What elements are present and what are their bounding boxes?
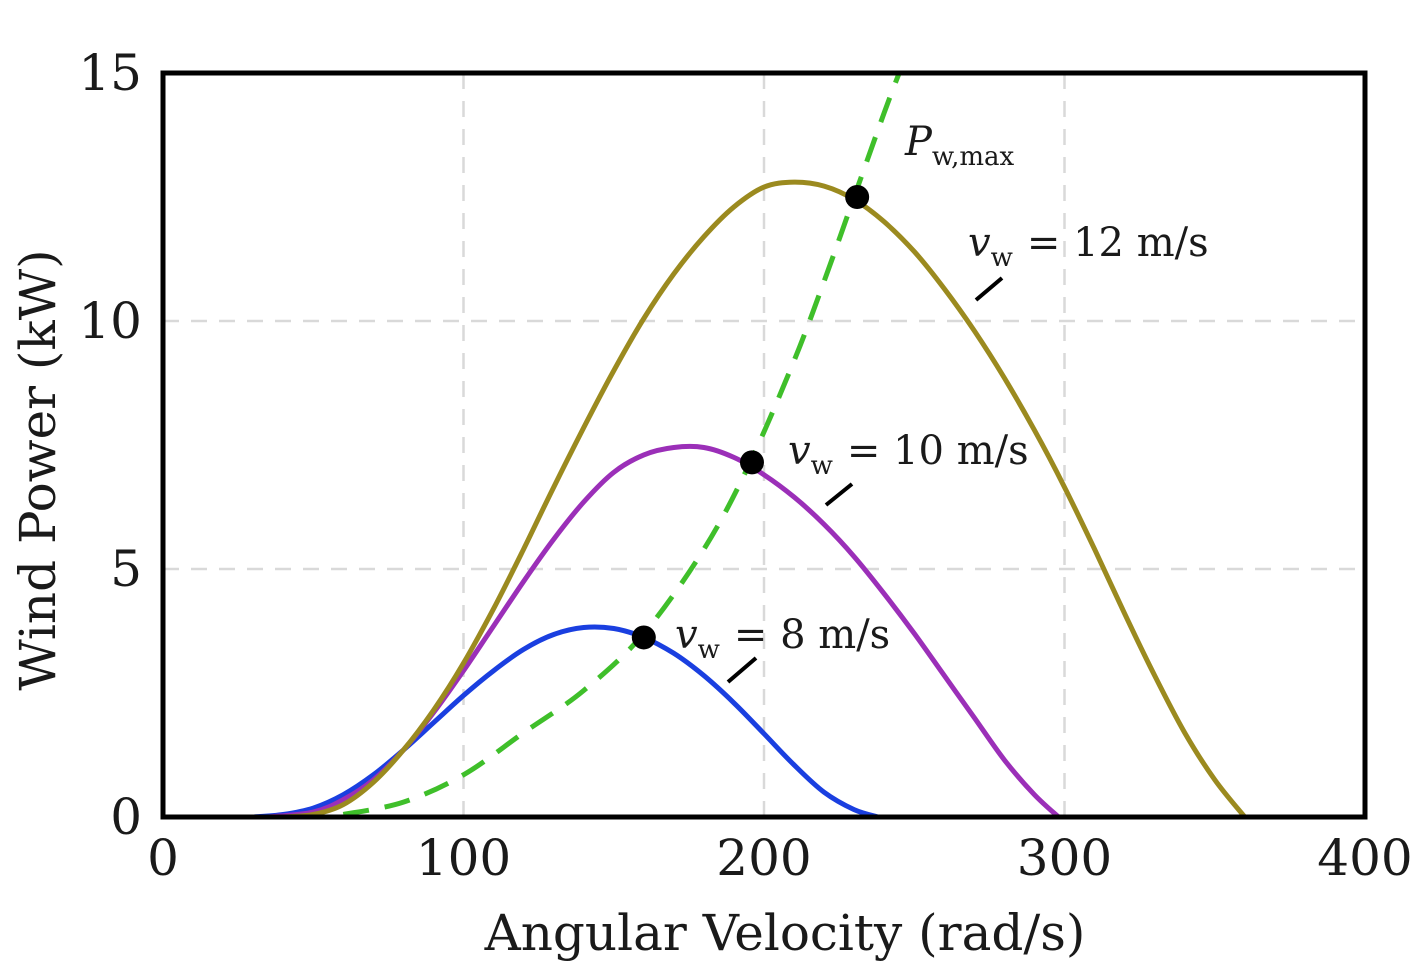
x-tick-label: 200 [716,829,811,887]
x-tick-label: 0 [147,829,179,887]
label-subscript: w [698,635,720,665]
intersection-marker [845,185,870,209]
label-value: = 12 m/s [1027,220,1209,266]
label-pwmax: Pw,max [904,119,1015,172]
label-leaders [726,276,1004,684]
label-subscript: w [811,451,833,481]
x-axis-label: Angular Velocity (rad/s) [484,904,1086,962]
intersection-markers [631,185,870,650]
x-tick-labels: 0 100 200 300 400 [147,829,1413,887]
series-annotations: vw = 8 m/svw = 10 m/svw = 12 m/sPw,max [675,119,1209,665]
label-leader-line [974,276,1004,302]
series-8ms-line [252,624,879,820]
intersection-marker [739,450,764,475]
label-value: = 10 m/s [847,428,1029,474]
label-variable: P [904,119,933,165]
label-variable: v [675,612,698,658]
label-variable: v [968,220,991,266]
x-tick-label: 100 [416,829,511,887]
label-10ms: vw = 10 m/s [788,428,1029,481]
label-leader-line [824,482,854,507]
label-leader-line [726,656,758,684]
label-12ms: vw = 12 m/s [968,220,1209,273]
y-tick-label: 10 [78,292,142,350]
y-tick-labels: 0 5 10 15 [78,44,142,846]
intersection-marker [631,625,656,650]
y-axis-label: Wind Power (kW) [9,249,67,690]
label-variable: v [788,428,811,474]
label-value: = 8 m/s [734,612,890,658]
label-subscript: w [991,243,1013,273]
x-tick-label: 300 [1017,829,1112,887]
x-tick-label: 400 [1317,829,1412,887]
label-8ms: vw = 8 m/s [675,612,890,665]
series-lines [252,72,1247,820]
series-12ms-line [283,179,1247,820]
y-tick-label: 5 [110,540,142,598]
y-tick-label: 0 [110,788,142,846]
y-tick-label: 15 [78,44,142,102]
label-subscript: w,max [932,142,1015,172]
plot-frame [160,70,1368,820]
